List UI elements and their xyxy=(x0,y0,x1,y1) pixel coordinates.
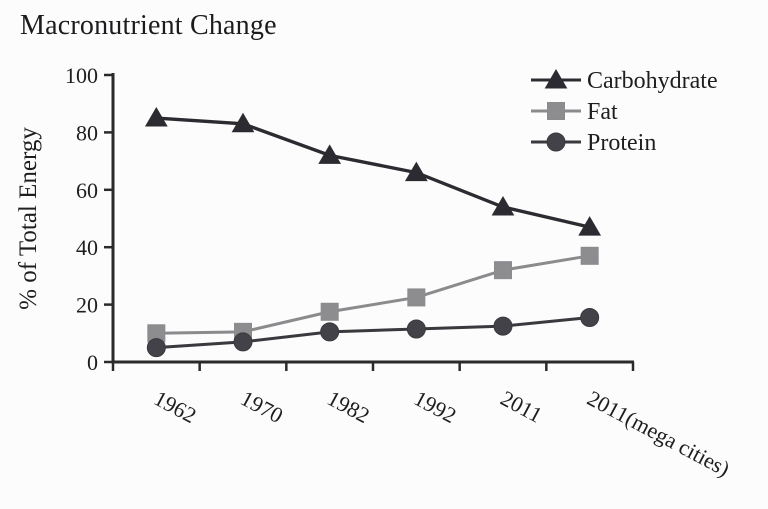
data-point-square-icon xyxy=(494,261,512,280)
y-tick-label: 80 xyxy=(76,120,98,145)
series-line-fat xyxy=(156,254,590,335)
y-tick-label: 40 xyxy=(76,235,98,260)
data-point-triangle-icon xyxy=(231,112,255,133)
data-point-square-icon xyxy=(580,246,599,265)
data-point-circle-icon xyxy=(233,332,253,352)
data-point-triangle-icon xyxy=(578,216,602,236)
series-line-protein xyxy=(156,316,590,350)
y-axis-label: % of Total Energy xyxy=(15,127,42,310)
data-point-triangle-icon xyxy=(491,196,515,216)
y-tick-label: 20 xyxy=(76,293,98,318)
x-tick-label: 2011 xyxy=(497,385,547,427)
legend-label-carbohydrate: Carbohydrate xyxy=(587,68,718,94)
data-point-square-icon xyxy=(320,302,339,321)
data-point-circle-icon xyxy=(146,338,166,358)
data-point-circle-icon xyxy=(320,322,340,342)
x-tick-label: 1962 xyxy=(150,385,201,428)
series-line-carbohydrate xyxy=(156,116,591,229)
data-point-triangle-icon xyxy=(144,107,168,127)
legend-triangle-icon xyxy=(544,69,568,89)
legend-circle-icon xyxy=(546,132,566,152)
data-point-circle-icon xyxy=(406,319,426,339)
y-tick-label: 100 xyxy=(65,63,98,88)
legend-square-icon xyxy=(547,102,565,120)
data-point-square-icon xyxy=(407,288,426,307)
chart-title: Macronutrient Change xyxy=(20,10,277,41)
x-tick-label: 1992 xyxy=(410,385,461,428)
data-point-triangle-icon xyxy=(404,161,428,182)
data-point-circle-icon xyxy=(580,308,600,328)
legend-label-protein: Protein xyxy=(587,130,656,156)
legend-label-fat: Fat xyxy=(587,99,618,125)
data-point-circle-icon xyxy=(493,316,513,336)
x-tick-label: 1970 xyxy=(237,385,288,428)
y-tick-label: 60 xyxy=(76,178,98,203)
x-tick-label: 1982 xyxy=(323,385,374,428)
x-tick-label: 2011(mega cities) xyxy=(583,385,734,481)
data-point-triangle-icon xyxy=(318,144,342,164)
y-tick-label: 0 xyxy=(87,350,98,375)
